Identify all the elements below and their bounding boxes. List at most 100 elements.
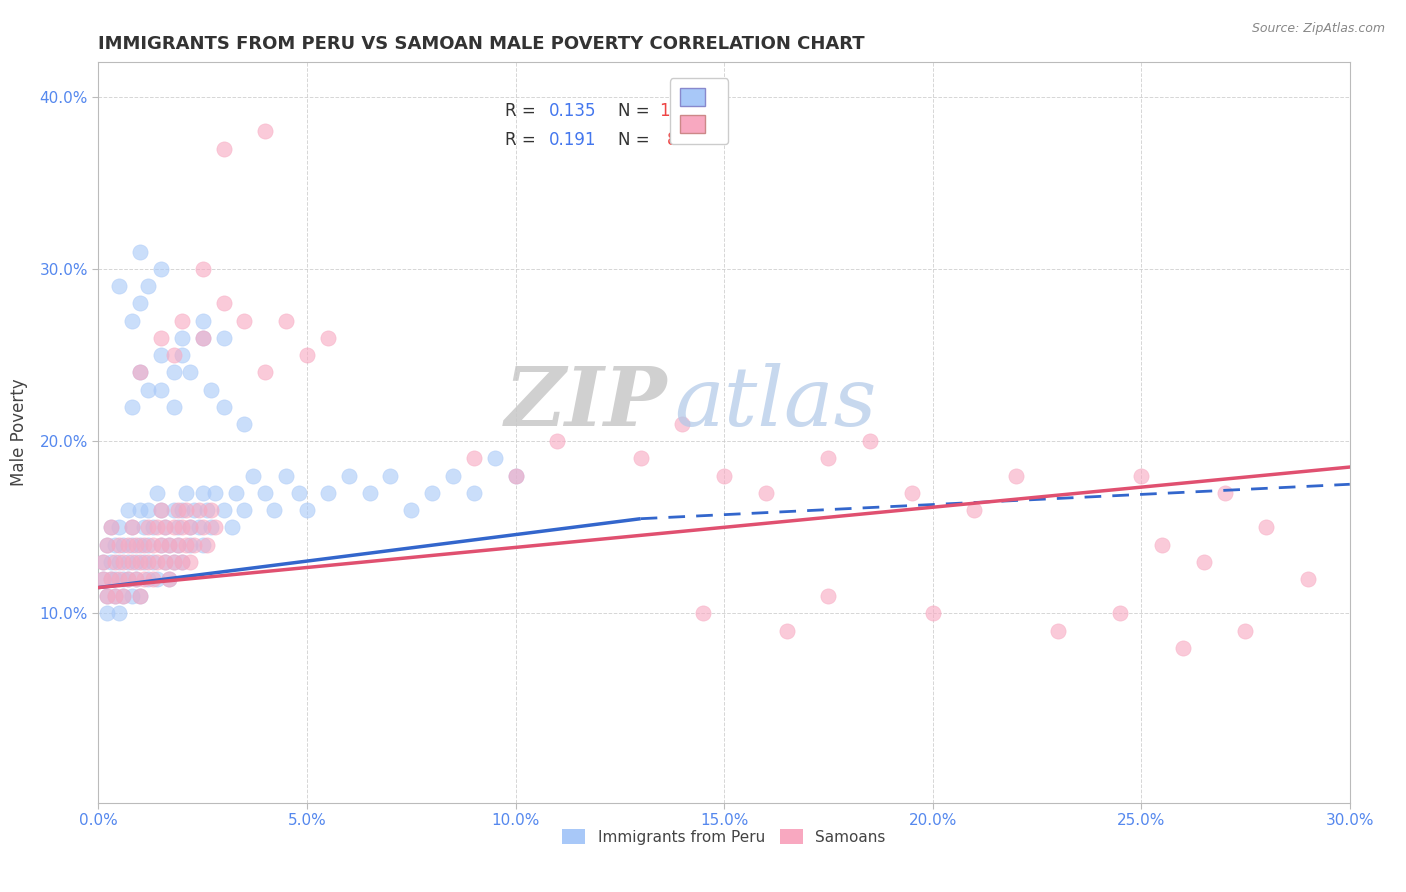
Point	[191, 331, 214, 345]
Y-axis label: Male Poverty: Male Poverty	[10, 379, 28, 486]
Point	[162, 348, 184, 362]
Point	[121, 400, 143, 414]
Point	[187, 503, 209, 517]
Point	[134, 537, 156, 551]
Point	[125, 537, 148, 551]
Point	[117, 537, 139, 551]
Point	[138, 572, 160, 586]
Point	[104, 589, 127, 603]
Point	[108, 572, 131, 586]
Point	[170, 348, 193, 362]
Point	[150, 383, 173, 397]
Point	[146, 486, 169, 500]
Point	[401, 503, 423, 517]
Point	[1005, 468, 1028, 483]
Point	[150, 348, 173, 362]
Point	[150, 537, 173, 551]
Point	[108, 607, 131, 621]
Point	[441, 468, 464, 483]
Point	[200, 520, 222, 534]
Point	[162, 555, 184, 569]
Point	[295, 503, 318, 517]
Point	[117, 555, 139, 569]
Point	[817, 451, 839, 466]
Point	[96, 589, 118, 603]
Point	[212, 503, 235, 517]
Point	[138, 555, 160, 569]
Point	[153, 555, 176, 569]
Point	[179, 365, 201, 379]
Point	[100, 572, 122, 586]
Point	[96, 537, 118, 551]
Point	[134, 572, 156, 586]
Point	[174, 537, 197, 551]
Point	[170, 503, 193, 517]
Text: 100: 100	[659, 102, 690, 120]
Point	[91, 572, 114, 586]
Point	[104, 589, 127, 603]
Point	[1150, 537, 1173, 551]
Point	[157, 537, 180, 551]
Point	[138, 537, 160, 551]
Point	[100, 520, 122, 534]
Text: IMMIGRANTS FROM PERU VS SAMOAN MALE POVERTY CORRELATION CHART: IMMIGRANTS FROM PERU VS SAMOAN MALE POVE…	[98, 35, 865, 53]
Point	[179, 520, 201, 534]
Point	[212, 142, 235, 156]
Point	[900, 486, 922, 500]
Point	[179, 537, 201, 551]
Point	[112, 537, 135, 551]
Point	[117, 503, 139, 517]
Text: Source: ZipAtlas.com: Source: ZipAtlas.com	[1251, 22, 1385, 36]
Point	[274, 468, 298, 483]
Point	[112, 555, 135, 569]
Point	[129, 589, 152, 603]
Point	[166, 537, 188, 551]
Point	[150, 331, 173, 345]
Point	[112, 589, 135, 603]
Point	[157, 537, 180, 551]
Point	[138, 279, 160, 293]
Point	[117, 572, 139, 586]
Point	[191, 537, 214, 551]
Point	[1130, 468, 1153, 483]
Point	[817, 589, 839, 603]
Point	[316, 486, 339, 500]
Point	[117, 572, 139, 586]
Point	[138, 503, 160, 517]
Text: N =: N =	[617, 102, 655, 120]
Point	[166, 537, 188, 551]
Point	[108, 279, 131, 293]
Point	[96, 589, 118, 603]
Point	[200, 383, 222, 397]
Point	[254, 486, 277, 500]
Point	[204, 520, 226, 534]
Point	[91, 555, 114, 569]
Point	[337, 468, 360, 483]
Point	[505, 468, 527, 483]
Point	[191, 262, 214, 277]
Point	[170, 555, 193, 569]
Point	[150, 537, 173, 551]
Point	[162, 520, 184, 534]
Point	[129, 296, 152, 310]
Point	[287, 486, 309, 500]
Legend: Immigrants from Peru, Samoans: Immigrants from Peru, Samoans	[557, 822, 891, 851]
Point	[692, 607, 714, 621]
Point	[129, 244, 152, 259]
Point	[142, 555, 165, 569]
Point	[174, 503, 197, 517]
Point	[162, 365, 184, 379]
Point	[142, 572, 165, 586]
Point	[212, 400, 235, 414]
Point	[183, 537, 205, 551]
Point	[129, 365, 152, 379]
Point	[187, 520, 209, 534]
Point	[191, 331, 214, 345]
Point	[225, 486, 247, 500]
Text: R =: R =	[505, 102, 541, 120]
Point	[174, 486, 197, 500]
Point	[157, 572, 180, 586]
Point	[166, 520, 188, 534]
Point	[274, 314, 298, 328]
Point	[162, 503, 184, 517]
